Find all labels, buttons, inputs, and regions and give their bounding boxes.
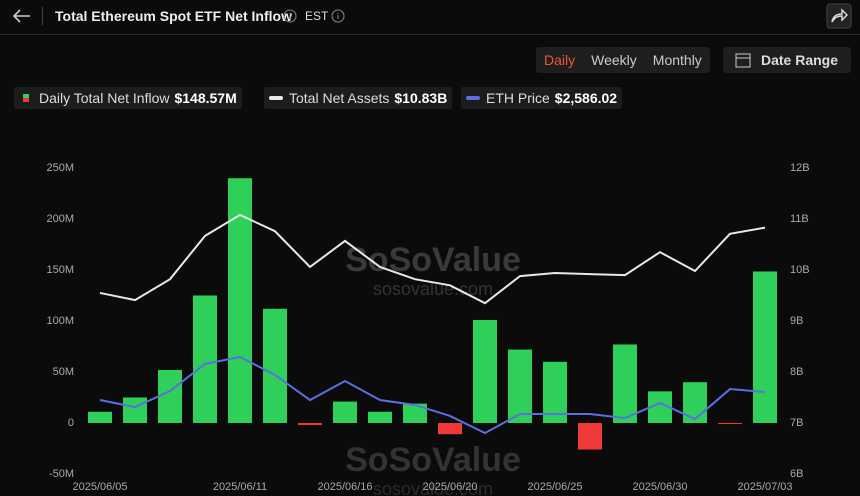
legend-swatch — [23, 94, 29, 102]
divider — [42, 7, 43, 25]
y-tick-label: 50M — [53, 366, 74, 378]
swatch-part — [23, 98, 29, 102]
bar — [613, 344, 637, 423]
x-tick-label: 2025/06/25 — [527, 481, 582, 493]
x-tick-label: 2025/06/20 — [422, 481, 477, 493]
back-button[interactable] — [10, 6, 32, 26]
x-tick-label: 2025/06/16 — [317, 481, 372, 493]
legend-swatch — [269, 96, 283, 100]
timezone: EST — [305, 9, 329, 23]
line — [99, 355, 766, 435]
tab[interactable]: Weekly — [591, 52, 637, 68]
bar — [88, 411, 112, 423]
tab[interactable]: Monthly — [652, 52, 702, 68]
title: Total Ethereum Spot ETF Net Inflow — [55, 8, 292, 24]
calendar-icon — [735, 53, 751, 68]
bar — [438, 423, 462, 435]
legend-label: Total Net Assets — [289, 90, 390, 106]
swatch-part — [269, 96, 283, 100]
bar — [333, 401, 357, 423]
y-tick-label: 200M — [46, 213, 74, 225]
legend-value: $10.83B — [394, 90, 448, 106]
bar — [543, 361, 567, 423]
y2-tick-label: 7B — [790, 417, 803, 429]
y2-tick-label: 9B — [790, 315, 803, 327]
bar — [753, 271, 777, 423]
tab[interactable]: Daily — [544, 52, 576, 68]
header: Total Ethereum Spot ETF Net Inflow EST — [0, 0, 860, 35]
y2-tick-label: 11B — [790, 213, 809, 225]
swatch-part — [23, 94, 29, 98]
legend-value: $148.57M — [174, 90, 237, 106]
bar — [473, 319, 497, 423]
legend-swatch — [466, 96, 480, 100]
legend-value: $2,586.02 — [554, 90, 618, 106]
swatch-part — [466, 96, 480, 100]
y2-tick-label: 10B — [790, 264, 810, 276]
y2-tick-label: 8B — [790, 366, 803, 378]
y-tick-label: -50M — [49, 468, 74, 480]
legend-item[interactable]: Total Net Assets $10.83B — [264, 87, 453, 109]
bar — [158, 369, 182, 423]
bar — [683, 382, 707, 423]
legend-label: Daily Total Net Inflow — [39, 90, 170, 106]
y-tick-label: 150M — [46, 264, 74, 276]
bar — [193, 295, 217, 423]
y-tick-label: 250M — [46, 162, 74, 174]
bar — [403, 403, 427, 423]
y2-tick-label: 12B — [790, 162, 810, 174]
tab-group: Daily Weekly Monthly — [536, 47, 710, 73]
y-tick-label: 0 — [68, 417, 74, 429]
legend-item[interactable]: ETH Price $2,586.02 — [461, 87, 623, 109]
x-tick-label: 2025/07/03 — [737, 481, 792, 493]
bar — [508, 349, 532, 423]
watermark: SoSoValue — [345, 441, 521, 479]
y2-tick-label: 6B — [790, 468, 803, 480]
x-tick-label: 2025/06/05 — [72, 481, 127, 493]
info-icon[interactable] — [283, 9, 297, 23]
y-tick-label: 100M — [46, 315, 74, 327]
watermark-url: sosovalue.com — [373, 479, 493, 496]
legend-item[interactable]: Daily Total Net Inflow $148.57M — [14, 87, 242, 109]
bar — [368, 411, 392, 423]
bar — [123, 397, 147, 423]
legend-label: ETH Price — [486, 90, 550, 106]
x-tick-label: 2025/06/11 — [213, 481, 267, 493]
date-range-button[interactable]: Date Range — [723, 47, 851, 73]
bar — [263, 308, 287, 423]
line — [99, 213, 766, 305]
bar — [578, 423, 602, 450]
watermark-url: sosovalue.com — [373, 279, 493, 299]
bar — [718, 423, 742, 425]
x-tick-label: 2025/06/30 — [632, 481, 687, 493]
watermark: SoSoValue — [345, 241, 521, 279]
share-button[interactable] — [826, 3, 852, 29]
info-icon[interactable] — [331, 9, 345, 23]
date-range-label: Date Range — [761, 52, 839, 68]
bar — [298, 423, 322, 426]
